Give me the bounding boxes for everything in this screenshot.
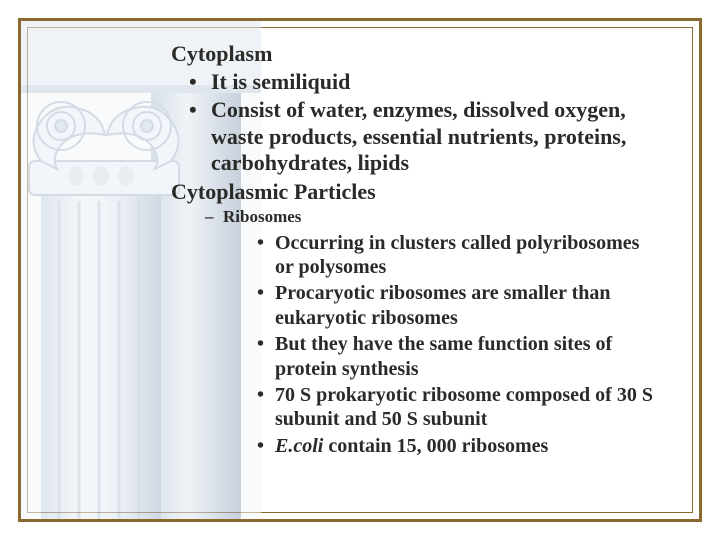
bullet-function: But they have the same function sites of… [257,332,659,381]
bullet-smaller: Procaryotic ribosomes are smaller than e… [257,281,659,330]
heading-cytoplasm: Cytoplasm [171,41,669,67]
ecoli-rest: contain 15, 000 ribosomes [323,435,548,457]
slide-content: Cytoplasm It is semiliquid Consist of wa… [21,21,699,480]
bullet-70s: 70 S prokaryotic ribosome composed of 30… [257,383,659,432]
heading-cytoplasmic-particles: Cytoplasmic Particles [171,179,669,205]
dash-ribosomes: Ribosomes [171,207,669,227]
bullet-semiliquid: It is semiliquid [189,69,669,95]
slide-frame: Cytoplasm It is semiliquid Consist of wa… [18,18,702,522]
ecoli-italic: E.coli [275,435,323,457]
bullet-clusters: Occurring in clusters called polyribosom… [257,231,659,280]
bullet-ecoli: E.coli contain 15, 000 ribosomes [257,434,659,458]
cytoplasm-bullets: It is semiliquid Consist of water, enzym… [171,69,669,177]
ribosome-bullets: Occurring in clusters called polyribosom… [171,231,669,459]
bullet-composition: Consist of water, enzymes, dissolved oxy… [189,97,669,176]
